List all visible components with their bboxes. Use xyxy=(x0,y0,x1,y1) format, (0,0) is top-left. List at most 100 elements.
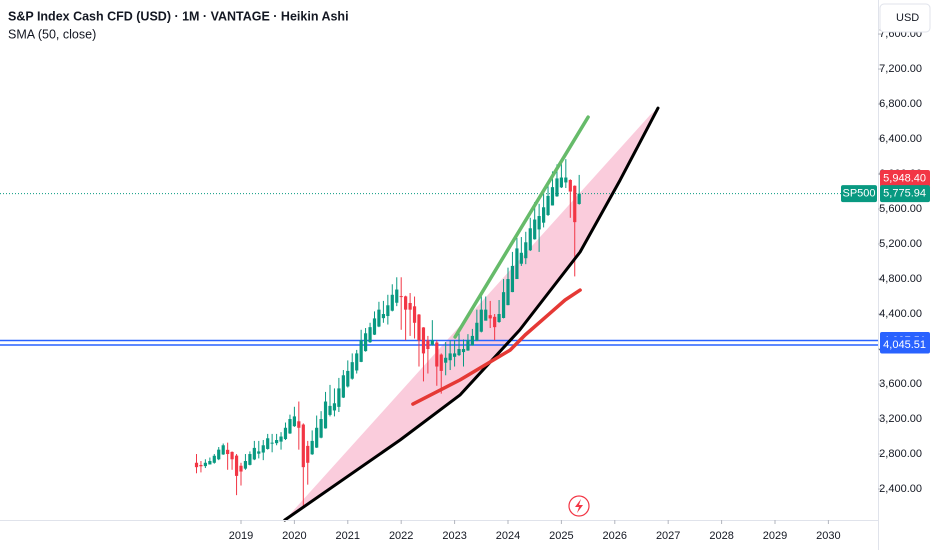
candle-body xyxy=(457,349,461,356)
chart-title: S&P Index Cash CFD (USD) · 1M · VANTAGE … xyxy=(8,9,349,23)
candle-body xyxy=(203,462,207,467)
candle-body xyxy=(524,242,528,259)
candle-body xyxy=(546,195,550,215)
candle-body xyxy=(372,318,377,335)
price-label-text: 5,948.40 xyxy=(883,172,926,184)
candle-body xyxy=(283,427,288,440)
y-tick-label: 6,800.00 xyxy=(879,98,922,110)
x-tick-label: 2024 xyxy=(496,530,520,542)
candle-body xyxy=(435,342,439,367)
candle-body xyxy=(493,316,497,328)
candle-body xyxy=(426,340,430,350)
candle-body xyxy=(506,279,510,306)
candle-body xyxy=(421,327,426,354)
level-label-text: 4,045.51 xyxy=(883,339,926,351)
candle-body xyxy=(479,309,483,332)
candle-body xyxy=(408,303,412,310)
indicator-label[interactable]: SMA (50, close) xyxy=(8,27,96,41)
candle-body xyxy=(368,327,372,343)
candle-body xyxy=(306,445,310,463)
candle-body xyxy=(346,370,350,387)
candle-body xyxy=(488,315,492,319)
candle-body xyxy=(275,440,279,444)
last-price-label-text: 5,775.94 xyxy=(883,188,926,200)
x-tick-label: 2030 xyxy=(816,530,840,542)
candle-body xyxy=(301,424,305,468)
candle-body xyxy=(542,207,546,223)
price-axis: 2019 2020 2021 2022 2023 2024 2025 2026 2027 2028… xyxy=(229,28,930,542)
candle-body xyxy=(199,464,203,467)
y-tick-label: 2,800.00 xyxy=(879,448,922,460)
x-tick-label: 2021 xyxy=(336,530,360,542)
flash-icon[interactable] xyxy=(568,495,590,517)
x-tick-label: 2019 xyxy=(229,530,253,542)
level-label-box xyxy=(880,336,930,354)
candle-body xyxy=(559,177,563,188)
candle-body xyxy=(217,449,221,460)
curve-line xyxy=(283,106,660,522)
candle-body xyxy=(466,340,470,351)
sma-line xyxy=(411,288,582,406)
symbol-tag-box xyxy=(841,185,877,203)
y-tick-label: 5,600.00 xyxy=(879,203,922,215)
candle-body xyxy=(252,447,256,460)
candle-body xyxy=(261,445,265,453)
channel-band xyxy=(284,108,658,520)
candle-body xyxy=(350,362,354,379)
x-tick-label: 2029 xyxy=(763,530,787,542)
candle-body xyxy=(243,461,248,469)
candle-body xyxy=(234,455,239,476)
candle-body xyxy=(528,228,532,251)
candle-body xyxy=(226,449,230,455)
candle-body xyxy=(417,314,421,341)
candle-body xyxy=(315,427,319,448)
candle-body xyxy=(399,296,403,298)
candle-body xyxy=(404,296,408,310)
candle-body xyxy=(461,349,466,353)
last-price-label-box xyxy=(880,185,930,203)
y-tick-label: 5,200.00 xyxy=(879,238,922,250)
candle-body xyxy=(444,357,448,363)
candle-body xyxy=(564,177,568,183)
candle-body xyxy=(323,401,328,429)
candle-body xyxy=(568,179,572,192)
candle-body xyxy=(355,353,359,371)
y-tick-label: 7,200.00 xyxy=(879,63,922,75)
currency-label[interactable]: USD xyxy=(896,12,919,24)
price-label-box xyxy=(880,170,930,188)
candle-body xyxy=(448,353,452,361)
candle-body xyxy=(266,438,270,449)
currency-button[interactable] xyxy=(879,3,931,33)
candle-body xyxy=(381,314,386,319)
candle-body xyxy=(310,440,314,455)
candle-body xyxy=(537,216,541,230)
x-tick-label: 2026 xyxy=(603,530,627,542)
candle-body xyxy=(510,265,515,293)
candle-body xyxy=(341,375,345,398)
candle-body xyxy=(430,340,434,345)
y-tick-label: 4,800.00 xyxy=(879,273,922,285)
trend-line xyxy=(453,115,590,339)
candle-body xyxy=(239,465,243,472)
candle-body xyxy=(377,309,381,327)
x-tick-label: 2025 xyxy=(549,530,573,542)
candle-body xyxy=(257,451,261,454)
candle-body xyxy=(230,451,234,460)
candle-body xyxy=(337,388,341,407)
candle-body xyxy=(439,354,443,371)
candle-body xyxy=(452,353,457,357)
candle-body xyxy=(390,294,394,311)
candle-body xyxy=(279,436,283,442)
candle-body xyxy=(550,187,555,206)
y-tick-label: 3,200.00 xyxy=(879,413,922,425)
candle-body xyxy=(212,455,216,463)
candle-body xyxy=(395,289,399,303)
candle-body xyxy=(515,248,519,280)
y-tick-label: 3,600.00 xyxy=(879,378,922,390)
y-tick-label: 6,400.00 xyxy=(879,133,922,145)
candle-body xyxy=(470,335,474,346)
candle-body xyxy=(328,405,332,415)
